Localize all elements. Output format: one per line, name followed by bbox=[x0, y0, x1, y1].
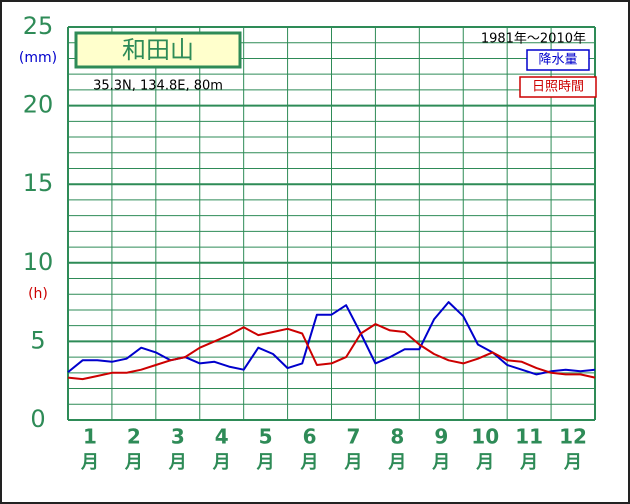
chart-title: 和田山 bbox=[122, 36, 194, 64]
x-tick-suffix: 月 bbox=[343, 452, 362, 473]
subtitle: 35.3N, 134.8E, 80m bbox=[93, 79, 223, 94]
x-tick-suffix: 月 bbox=[168, 452, 187, 473]
x-tick-suffix: 月 bbox=[300, 452, 319, 473]
legend-label: 降水量 bbox=[538, 53, 577, 68]
x-tick-label: 3 bbox=[171, 425, 185, 449]
x-tick-suffix: 月 bbox=[256, 452, 275, 473]
lines bbox=[67, 301, 596, 381]
x-tick-label: 2 bbox=[127, 425, 141, 449]
x-tick-label: 6 bbox=[303, 425, 317, 449]
legend-box bbox=[526, 49, 590, 71]
y-tick-label: 10 bbox=[23, 248, 54, 276]
x-tick-suffix: 月 bbox=[387, 452, 406, 473]
x-tick-label: 11 bbox=[515, 425, 543, 449]
x-tick-label: 10 bbox=[471, 425, 499, 449]
y-tick-label: 5 bbox=[30, 326, 45, 354]
y-tick-label: 0 bbox=[30, 405, 45, 433]
y-tick-label: 15 bbox=[23, 169, 54, 197]
series-line bbox=[67, 323, 596, 381]
y-unit-left: (mm) bbox=[19, 50, 57, 66]
x-tick-suffix: 月 bbox=[475, 452, 494, 473]
x-tick-suffix: 月 bbox=[80, 452, 99, 473]
y-unit-right: (h) bbox=[28, 286, 48, 302]
x-tick-suffix: 月 bbox=[124, 452, 143, 473]
series-line bbox=[67, 301, 596, 376]
y-tick-label: 20 bbox=[23, 91, 54, 119]
x-tick-suffix: 月 bbox=[212, 452, 231, 473]
x-tick-suffix: 月 bbox=[563, 452, 582, 473]
x-tick-label: 1 bbox=[83, 425, 97, 449]
x-tick-suffix: 月 bbox=[519, 452, 538, 473]
title-box bbox=[74, 31, 242, 69]
legend-box bbox=[519, 76, 597, 98]
x-tick-label: 7 bbox=[346, 425, 360, 449]
x-tick-label: 4 bbox=[215, 425, 229, 449]
grid bbox=[67, 26, 596, 421]
y-tick-label: 25 bbox=[23, 12, 54, 40]
x-tick-label: 5 bbox=[259, 425, 273, 449]
x-tick-suffix: 月 bbox=[431, 452, 450, 473]
x-tick-label: 9 bbox=[434, 425, 448, 449]
period: 1981年〜2010年 bbox=[481, 32, 586, 47]
x-tick-label: 12 bbox=[559, 425, 587, 449]
x-tick-label: 8 bbox=[390, 425, 404, 449]
legend-label: 日照時間 bbox=[532, 80, 584, 95]
